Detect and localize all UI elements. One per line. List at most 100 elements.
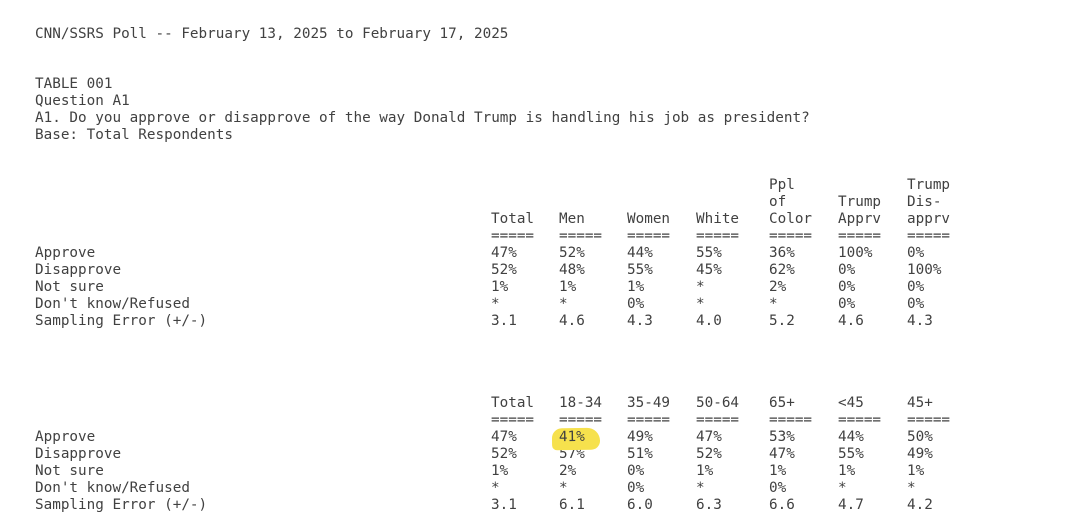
table-cell: * <box>907 480 916 496</box>
table-cell: 0% <box>627 480 645 496</box>
table-cell: 1% <box>696 463 714 479</box>
column-header-label: of <box>769 194 787 210</box>
table-cell: * <box>559 480 568 496</box>
table-cell: * <box>559 296 568 312</box>
table-row-approve: Approve 47% 41% 49% 47% 53% 44% 50% <box>35 427 987 451</box>
table-cell: 47% <box>696 429 722 445</box>
row-label: Sampling Error (+/-) <box>35 497 208 513</box>
table-cell: 0% <box>907 296 925 312</box>
row-label: Approve <box>35 429 96 445</box>
table-cell: * <box>696 279 705 295</box>
table-cell: 5.2 <box>769 313 795 329</box>
table-row-disapprove: Disapprove 52% 57% 51% 52% 47% 55% 49% <box>35 446 987 463</box>
table-cell: * <box>491 296 500 312</box>
highlighted-value: 41% <box>558 428 585 446</box>
table-cell: 4.6 <box>838 313 864 329</box>
table-row-sampling-error: Sampling Error (+/-) 3.1 6.1 6.0 6.3 6.6… <box>35 497 987 514</box>
table-cell: 6.0 <box>627 497 653 513</box>
highlight-marker: 41% <box>551 427 600 451</box>
table-cell: 50% <box>907 429 933 445</box>
column-rule: ===== <box>491 228 535 244</box>
column-header-label: 50-64 <box>696 395 740 411</box>
table-cell: 44% <box>838 429 864 445</box>
table-cell: 1% <box>838 463 856 479</box>
column-rule: ===== <box>696 228 740 244</box>
column-header-label: 18-34 <box>559 395 603 411</box>
table-row-dont-know: Don't know/Refused * * 0% * * 0% 0% <box>35 296 987 313</box>
column-rule: ===== <box>769 228 813 244</box>
column-header-label: 45+ <box>907 395 933 411</box>
table-cell: 3.1 <box>491 497 517 513</box>
table-cell: 0% <box>838 262 856 278</box>
column-header-label: 35-49 <box>627 395 671 411</box>
table-cell: 3.1 <box>491 313 517 329</box>
column-header-under-45: <45 <box>838 395 907 412</box>
column-header-label: <45 <box>838 395 864 411</box>
table-cell: * <box>696 480 705 496</box>
table-cell: 55% <box>838 446 864 462</box>
table-row-disapprove: Disapprove 52% 48% 55% 45% 62% 0% 100% <box>35 262 987 279</box>
row-label: Disapprove <box>35 446 122 462</box>
column-header-trump-disapprv: Trump Dis- apprv <box>907 177 987 228</box>
table-cell: 52% <box>559 245 585 261</box>
table-cell: 55% <box>627 262 653 278</box>
question-text: A1. Do you approve or disapprove of the … <box>35 110 810 126</box>
table-cell: 0% <box>769 480 787 496</box>
table-cell: 49% <box>907 446 933 462</box>
table-cell: 2% <box>769 279 787 295</box>
column-header-label: Women <box>627 211 671 227</box>
table-cell: 49% <box>627 429 653 445</box>
table-cell: 4.6 <box>559 313 585 329</box>
table-cell: 6.6 <box>769 497 795 513</box>
table-cell: 6.3 <box>696 497 722 513</box>
table-cell: 1% <box>491 463 509 479</box>
column-rule: ===== <box>627 412 671 428</box>
table-cell: * <box>838 480 847 496</box>
column-header-label: 65+ <box>769 395 795 411</box>
column-rule: ===== <box>838 228 882 244</box>
column-header-35-49: 35-49 <box>627 395 696 412</box>
table-cell: 36% <box>769 245 795 261</box>
table-cell: 52% <box>491 262 517 278</box>
column-rule: ===== <box>559 412 603 428</box>
table-age-groups: Total 18-34 35-49 50-64 65+ <45 45+ ====… <box>35 395 987 514</box>
table-header-row: Total 18-34 35-49 50-64 65+ <45 45+ <box>35 395 987 412</box>
table-cell: 47% <box>769 446 795 462</box>
table-cell: 1% <box>769 463 787 479</box>
table-cell: 1% <box>907 463 925 479</box>
row-label: Sampling Error (+/-) <box>35 313 208 329</box>
table-cell: 4.3 <box>627 313 653 329</box>
column-header-18-34: 18-34 <box>559 395 627 412</box>
table-row-sampling-error: Sampling Error (+/-) 3.1 4.6 4.3 4.0 5.2… <box>35 313 987 330</box>
row-label: Not sure <box>35 463 104 479</box>
column-header-label: Trump <box>907 177 951 193</box>
table-cell: 1% <box>491 279 509 295</box>
column-rule: ===== <box>491 412 535 428</box>
column-header-label: Total <box>491 211 535 227</box>
question-label: Question A1 <box>35 93 130 109</box>
table-row-not-sure: Not sure 1% 1% 1% * 2% 0% 0% <box>35 279 987 296</box>
poll-title: CNN/SSRS Poll -- February 13, 2025 to Fe… <box>35 26 509 42</box>
header-rule-row: ===== ===== ===== ===== ===== ===== ====… <box>35 228 987 245</box>
table-cell: 0% <box>627 463 645 479</box>
row-label: Don't know/Refused <box>35 296 190 312</box>
column-header-65-plus: 65+ <box>769 395 838 412</box>
column-header-label: Apprv <box>838 211 882 227</box>
row-label: Don't know/Refused <box>35 480 190 496</box>
table-header-row: Total Men Women White Ppl of Color Trump… <box>35 177 987 228</box>
table-cell: 0% <box>907 245 925 261</box>
table-row-dont-know: Don't know/Refused * * 0% * 0% * * <box>35 480 987 497</box>
column-header-label: Ppl <box>769 177 795 193</box>
table-demographics: Total Men Women White Ppl of Color Trump… <box>35 177 987 330</box>
column-header-white: White <box>696 211 769 228</box>
column-header-label: apprv <box>907 211 951 227</box>
table-cell: 4.2 <box>907 497 933 513</box>
row-label: Approve <box>35 245 96 261</box>
base-text: Base: Total Respondents <box>35 127 233 143</box>
table-cell: * <box>696 296 705 312</box>
table-cell: 44% <box>627 245 653 261</box>
table-cell: 52% <box>696 446 722 462</box>
table-cell: 1% <box>559 279 577 295</box>
column-rule: ===== <box>627 228 671 244</box>
